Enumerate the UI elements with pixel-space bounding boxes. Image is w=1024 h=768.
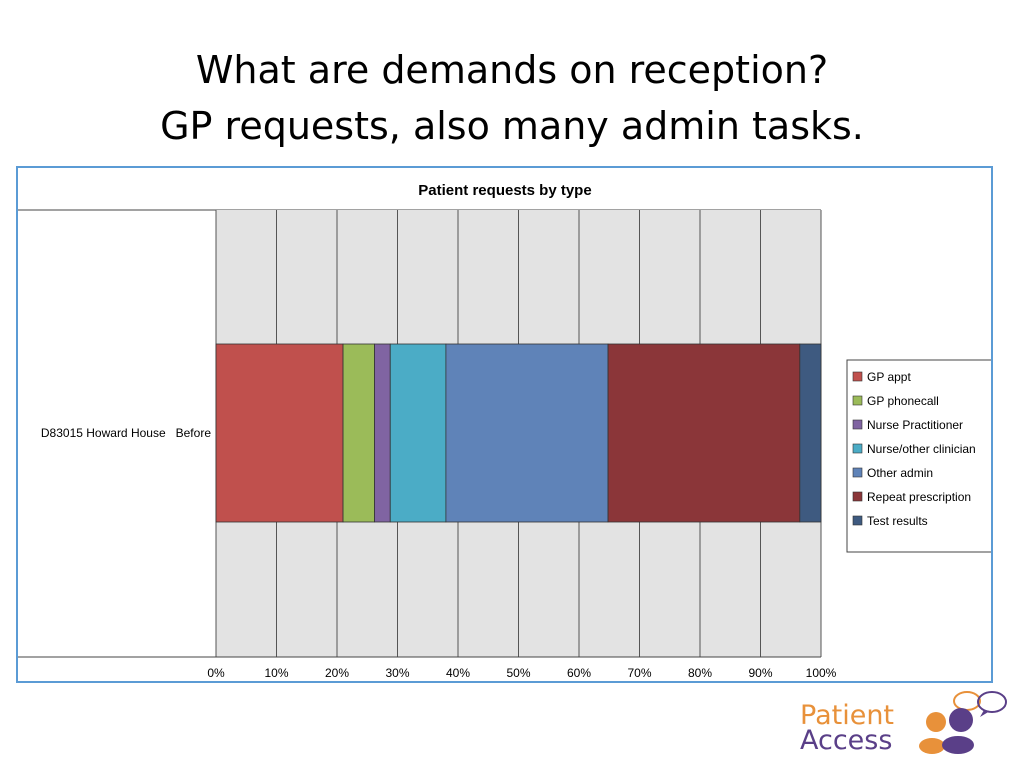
legend-swatch xyxy=(852,395,863,406)
patient-access-logo: Patient Access xyxy=(800,690,1010,760)
x-tick-label: 90% xyxy=(748,666,772,680)
legend-label: Nurse/other clinician xyxy=(867,442,976,456)
legend-label: Nurse Practitioner xyxy=(867,418,963,432)
category-label: D83015 Howard House Before xyxy=(41,426,211,440)
bar-segment xyxy=(389,343,447,523)
title-line-2: GP requests, also many admin tasks. xyxy=(160,104,864,148)
x-tick-label: 20% xyxy=(325,666,349,680)
legend-box xyxy=(846,359,991,553)
bar-segment xyxy=(799,343,822,523)
chart-frame: Patient requests by type 0% 10% 20% 30% 40% 50… xyxy=(16,166,993,683)
x-tick-label: 40% xyxy=(446,666,470,680)
legend-swatch xyxy=(852,491,863,502)
legend-label: Other admin xyxy=(867,466,933,480)
legend-swatch xyxy=(852,443,863,454)
bar-segment xyxy=(607,343,801,523)
legend-label: Repeat prescription xyxy=(867,490,971,504)
bar-segment xyxy=(445,343,609,523)
legend-swatch xyxy=(852,419,863,430)
x-tick-label: 60% xyxy=(567,666,591,680)
people-speech-icon xyxy=(919,691,1007,754)
x-tick-label: 70% xyxy=(627,666,651,680)
x-tick-label: 100% xyxy=(806,666,837,680)
legend-swatch xyxy=(852,467,863,478)
bar-segment xyxy=(342,343,375,523)
logo-word-patient: Patient xyxy=(800,700,895,731)
legend-label: GP appt xyxy=(867,370,911,384)
logo-word-access: Access xyxy=(800,725,893,756)
x-tick-label: 50% xyxy=(506,666,530,680)
x-tick-label: 30% xyxy=(385,666,409,680)
x-tick-label: 10% xyxy=(264,666,288,680)
x-tick-label: 0% xyxy=(207,666,225,680)
title-line-1: What are demands on reception? xyxy=(195,48,829,92)
x-tick-label: 80% xyxy=(688,666,712,680)
bar-segment xyxy=(215,343,344,523)
slide-title: What are demands on reception? GP reques… xyxy=(0,42,1024,154)
stacked-bar-chart: Patient requests by type 0% 10% 20% 30% 40% 50… xyxy=(18,182,991,680)
legend-label: GP phonecall xyxy=(867,394,939,408)
chart-title: Patient requests by type xyxy=(418,182,591,199)
legend-label: Test results xyxy=(867,514,928,528)
bar-segment xyxy=(374,343,391,523)
legend-swatch xyxy=(852,515,863,526)
legend-swatch xyxy=(852,371,863,382)
